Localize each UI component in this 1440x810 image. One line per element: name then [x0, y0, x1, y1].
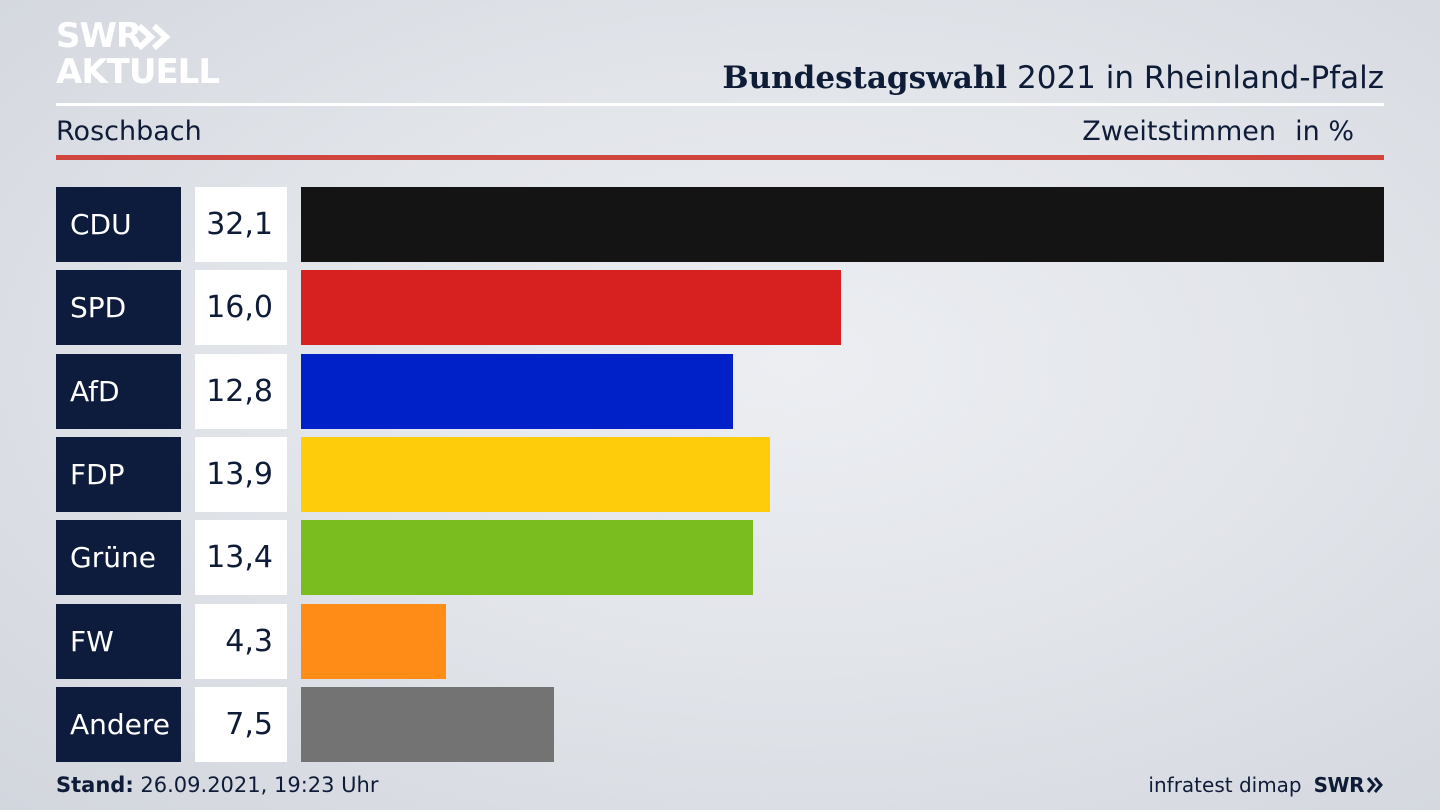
- party-bar: [301, 354, 733, 429]
- stand-value: 26.09.2021, 19:23 Uhr: [133, 773, 379, 797]
- chart-row: AfD 12,8: [56, 354, 1384, 429]
- party-value-label: 7,5: [195, 687, 287, 762]
- party-bar: [301, 270, 841, 345]
- broadcaster-name: SWR: [1313, 773, 1365, 797]
- header-divider: [56, 103, 1384, 106]
- logo-line-1: SWR: [56, 16, 142, 56]
- data-source: infratest dimap: [1148, 773, 1302, 797]
- timestamp: Stand: 26.09.2021, 19:23 Uhr: [56, 770, 379, 800]
- title-rest: 2021 in Rheinland-Pfalz: [1007, 60, 1384, 96]
- party-label: FW: [56, 604, 181, 679]
- party-label: Andere: [56, 687, 181, 762]
- stand-label: Stand:: [56, 773, 134, 797]
- party-bar: [301, 437, 770, 512]
- chart-row: FDP 13,9: [56, 437, 1384, 512]
- double-chevron-icon: [136, 24, 171, 50]
- region-name: Roschbach: [56, 116, 202, 147]
- unit-label: in %: [1295, 116, 1354, 147]
- party-value-label: 32,1: [195, 187, 287, 262]
- party-bar: [301, 687, 554, 762]
- party-value-label: 16,0: [195, 270, 287, 345]
- party-label: FDP: [56, 437, 181, 512]
- party-label: SPD: [56, 270, 181, 345]
- party-label: Grüne: [56, 520, 181, 595]
- party-bar: [301, 187, 1384, 262]
- party-value-label: 4,3: [195, 604, 287, 679]
- party-value-label: 13,4: [195, 520, 287, 595]
- swr-aktuell-logo: SWR AKTUELL: [56, 16, 236, 92]
- chart-row: Grüne 13,4: [56, 520, 1384, 595]
- chart-row: Andere 7,5: [56, 687, 1384, 762]
- title-bold: Bundestagswahl: [722, 60, 1008, 96]
- party-label: CDU: [56, 187, 181, 262]
- party-value-label: 12,8: [195, 354, 287, 429]
- chart-row: FW 4,3: [56, 604, 1384, 679]
- party-bar: [301, 520, 753, 595]
- chart-row: SPD 16,0: [56, 270, 1384, 345]
- party-bar: [301, 604, 446, 679]
- small-double-chevron-icon: [1366, 777, 1383, 793]
- page-title: Bundestagswahl 2021 in Rheinland-Pfalz: [722, 56, 1384, 100]
- party-value-label: 13,9: [195, 437, 287, 512]
- footer-branding: infratest dimap SWR: [1148, 770, 1384, 800]
- party-label: AfD: [56, 354, 181, 429]
- accent-divider: [56, 155, 1384, 160]
- chart-row: CDU 32,1: [56, 187, 1384, 262]
- logo-line-2: AKTUELL: [56, 52, 220, 92]
- swr-small-logo: SWR: [1314, 773, 1384, 797]
- vote-type-label: Zweitstimmen: [1082, 116, 1276, 147]
